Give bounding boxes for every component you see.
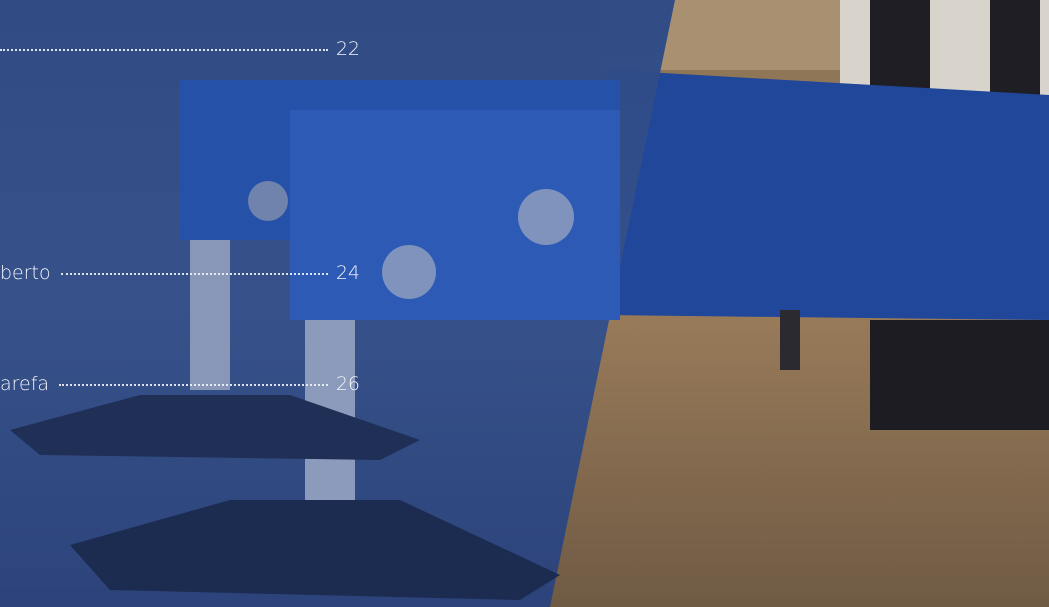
toc-entry: berto 24 <box>0 262 360 284</box>
page-number: 22 <box>336 38 360 60</box>
toc-page: 22 berto 24 arefa 26 <box>0 0 1049 607</box>
entry-title: berto <box>0 262 51 284</box>
dot-leader <box>59 384 328 386</box>
page-number: 26 <box>336 373 360 395</box>
toc-entry: arefa 26 <box>0 373 360 395</box>
dot-leader <box>61 273 328 275</box>
page-number: 24 <box>336 262 360 284</box>
background-photo <box>0 0 1049 607</box>
dot-leader <box>0 49 328 51</box>
toc-entry: 22 <box>0 38 360 60</box>
entry-title: arefa <box>0 373 49 395</box>
